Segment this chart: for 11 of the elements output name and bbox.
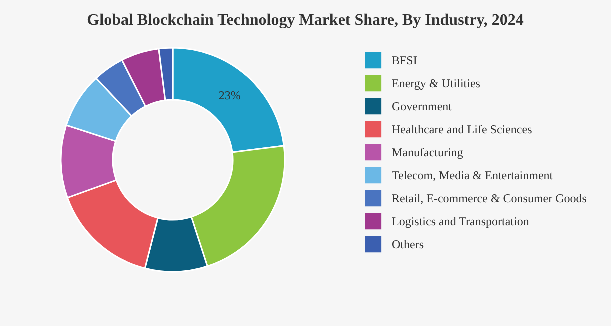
legend-label: Others: [392, 238, 424, 252]
legend-label: Energy & Utilities: [392, 76, 481, 90]
legend-label: Logistics and Transportation: [392, 214, 530, 228]
data-label: 23%: [218, 88, 241, 102]
legend-label: Telecom, Media & Entertainment: [392, 168, 554, 182]
legend-label: Healthcare and Life Sciences: [392, 122, 533, 136]
legend-label: Manufacturing: [392, 146, 464, 160]
legend-label: BFSI: [392, 54, 418, 68]
chart-title: Global Blockchain Technology Market Share, By Industry, 2024: [87, 12, 524, 29]
legend-label: Government: [392, 100, 453, 114]
legend-label: Retail, E-commerce & Consumer Goods: [392, 192, 588, 206]
